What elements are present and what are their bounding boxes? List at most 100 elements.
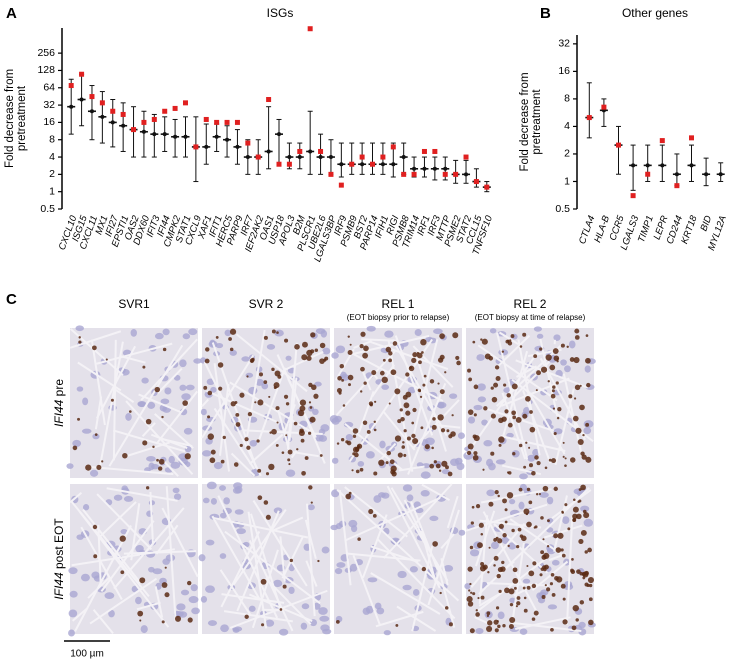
- stain: [257, 468, 262, 473]
- mean-dot: [328, 155, 333, 160]
- sinusoid: [69, 330, 122, 349]
- stain: [486, 614, 490, 618]
- nucleus: [318, 607, 328, 615]
- stain: [217, 362, 224, 368]
- stain: [447, 471, 453, 477]
- column-note: (EOT biopsy at time of relapse): [475, 313, 586, 322]
- red-point: [245, 140, 251, 146]
- stain: [550, 572, 555, 577]
- stain: [340, 438, 345, 442]
- nucleus: [522, 578, 531, 584]
- sinusoid: [446, 495, 459, 529]
- nucleus: [113, 494, 123, 501]
- stain: [540, 550, 545, 555]
- stain: [403, 402, 410, 409]
- stain: [438, 469, 442, 472]
- stain: [533, 354, 538, 359]
- stain: [544, 466, 548, 470]
- stain: [528, 570, 535, 577]
- nucleus: [473, 404, 483, 411]
- sinusoid: [522, 389, 552, 464]
- nucleus: [449, 393, 458, 399]
- nucleus: [285, 469, 296, 477]
- stain: [373, 471, 378, 476]
- red-point: [601, 104, 607, 110]
- nucleus: [429, 515, 439, 522]
- red-point: [328, 171, 334, 177]
- stain: [490, 386, 494, 390]
- sinusoid: [213, 363, 231, 472]
- stain: [529, 426, 536, 433]
- stain: [355, 469, 360, 474]
- sinusoid: [565, 516, 574, 625]
- stain: [494, 490, 499, 495]
- nucleus: [420, 490, 430, 497]
- stain: [279, 608, 283, 611]
- stain: [550, 393, 556, 399]
- sinusoid: [141, 422, 156, 437]
- stain: [174, 615, 182, 622]
- nucleus: [210, 498, 217, 505]
- stain: [494, 628, 499, 633]
- stain: [548, 458, 552, 462]
- nucleus: [181, 393, 191, 401]
- nucleus: [443, 565, 454, 572]
- stain: [551, 458, 557, 464]
- stain: [78, 336, 81, 339]
- nucleus: [397, 570, 407, 579]
- stain: [486, 625, 493, 632]
- nucleus: [519, 473, 528, 480]
- stain: [555, 547, 562, 553]
- stain: [506, 471, 510, 474]
- stain: [475, 612, 480, 617]
- stain: [535, 493, 539, 496]
- sinusoid: [162, 459, 179, 477]
- y-tick-label: 1: [564, 175, 570, 187]
- stain: [497, 494, 500, 498]
- mean-dot: [162, 132, 167, 137]
- stain: [411, 421, 415, 425]
- y-tick-label: 2: [564, 148, 570, 160]
- nucleus: [104, 592, 115, 600]
- stain: [319, 454, 323, 457]
- stain: [257, 495, 263, 501]
- stain: [547, 519, 550, 523]
- stain: [477, 596, 480, 600]
- nucleus: [72, 439, 82, 447]
- sinusoid: [554, 388, 575, 466]
- stain: [263, 500, 269, 505]
- stain: [418, 360, 422, 365]
- sinusoid: [211, 515, 261, 600]
- stain: [577, 500, 580, 504]
- stain: [271, 329, 276, 334]
- stain: [302, 341, 308, 348]
- nucleus: [551, 559, 560, 566]
- sinusoid: [70, 500, 150, 598]
- stain: [522, 586, 526, 590]
- stain: [203, 385, 208, 390]
- stain: [239, 443, 243, 448]
- stain: [576, 513, 582, 520]
- stain: [299, 399, 307, 406]
- stain: [335, 619, 340, 624]
- stain: [523, 596, 527, 600]
- stain: [562, 455, 565, 458]
- nucleus: [476, 354, 485, 361]
- stain: [587, 576, 595, 584]
- stain: [93, 554, 98, 559]
- red-point: [297, 148, 303, 154]
- y-tick-label: 32: [43, 99, 55, 111]
- stain: [164, 566, 167, 569]
- mean-dot: [308, 149, 313, 154]
- stain: [244, 437, 249, 442]
- red-point: [484, 184, 490, 190]
- sinusoid: [338, 490, 352, 586]
- nucleus: [335, 345, 346, 354]
- stain: [479, 565, 487, 572]
- stain: [411, 357, 417, 364]
- stain: [439, 333, 445, 339]
- stain: [357, 445, 360, 449]
- stain: [412, 352, 418, 358]
- nucleus: [312, 408, 319, 415]
- stain: [284, 338, 289, 343]
